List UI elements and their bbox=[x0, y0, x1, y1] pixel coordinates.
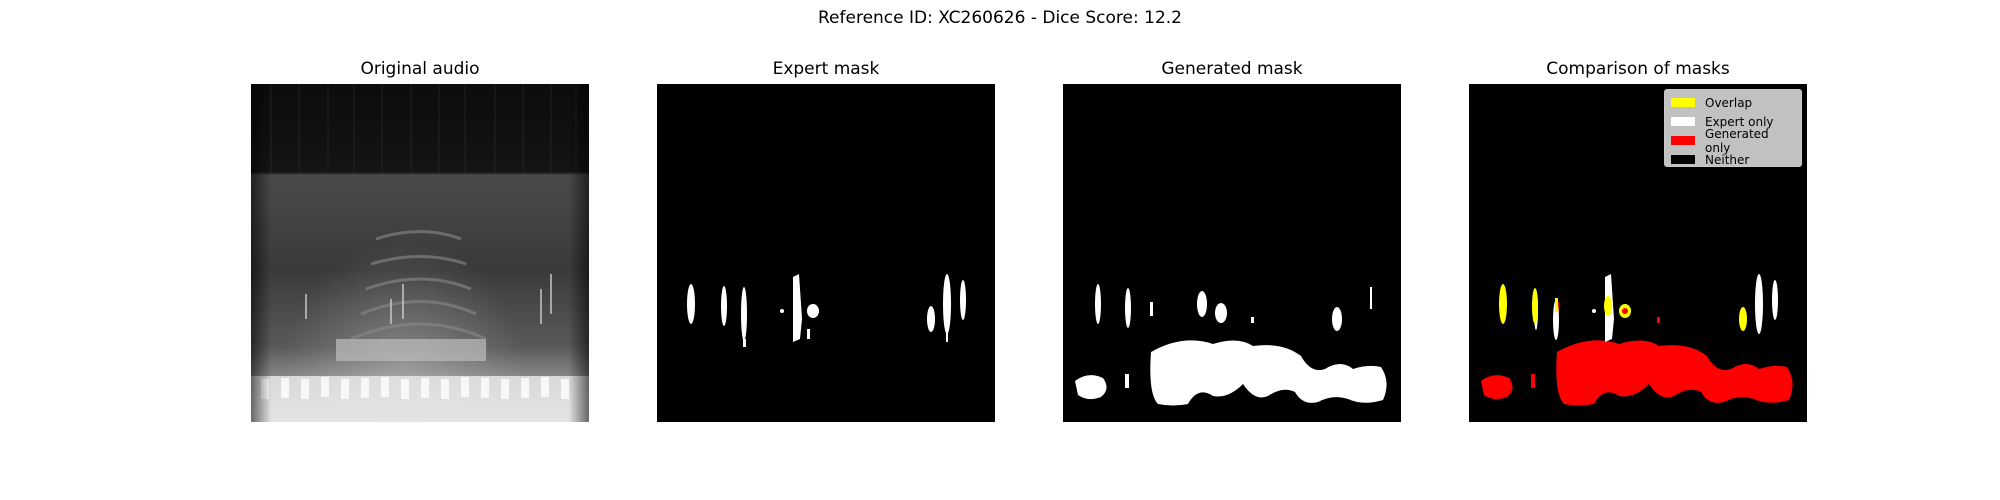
legend-item-neither: Neither bbox=[1671, 150, 1795, 169]
generated-mask-panel bbox=[1063, 84, 1401, 422]
legend-item-expert-only: Expert only bbox=[1671, 112, 1795, 131]
generated-mask-image bbox=[1063, 84, 1401, 422]
legend-swatch-neither bbox=[1671, 155, 1695, 164]
legend-label-expert-only: Expert only bbox=[1705, 114, 1774, 129]
legend-label-neither: Neither bbox=[1705, 152, 1750, 167]
legend-swatch-generated-only bbox=[1671, 136, 1695, 145]
panel-title-comparison: Comparison of masks bbox=[1546, 59, 1730, 79]
legend-swatch-expert-only bbox=[1671, 117, 1695, 126]
legend-label-generated-only: Generated only bbox=[1705, 126, 1769, 155]
expert-mask-panel bbox=[657, 84, 995, 422]
panel-title-original: Original audio bbox=[360, 59, 480, 79]
expert-mask-image bbox=[657, 84, 995, 422]
spectrogram-image bbox=[251, 84, 589, 422]
legend: Overlap Expert only Generated only Neith… bbox=[1664, 89, 1802, 167]
legend-swatch-overlap bbox=[1671, 98, 1695, 107]
panel-title-generated: Generated mask bbox=[1161, 59, 1303, 79]
figure-suptitle: Reference ID: XC260626 - Dice Score: 12.… bbox=[818, 8, 1182, 28]
legend-item-overlap: Overlap bbox=[1671, 93, 1795, 112]
comparison-mask-panel: Overlap Expert only Generated only Neith… bbox=[1469, 84, 1807, 422]
legend-item-generated-only: Generated only bbox=[1671, 127, 1795, 155]
spectrogram-panel bbox=[251, 84, 589, 422]
legend-label-overlap: Overlap bbox=[1705, 95, 1753, 110]
panel-title-expert: Expert mask bbox=[772, 59, 880, 79]
